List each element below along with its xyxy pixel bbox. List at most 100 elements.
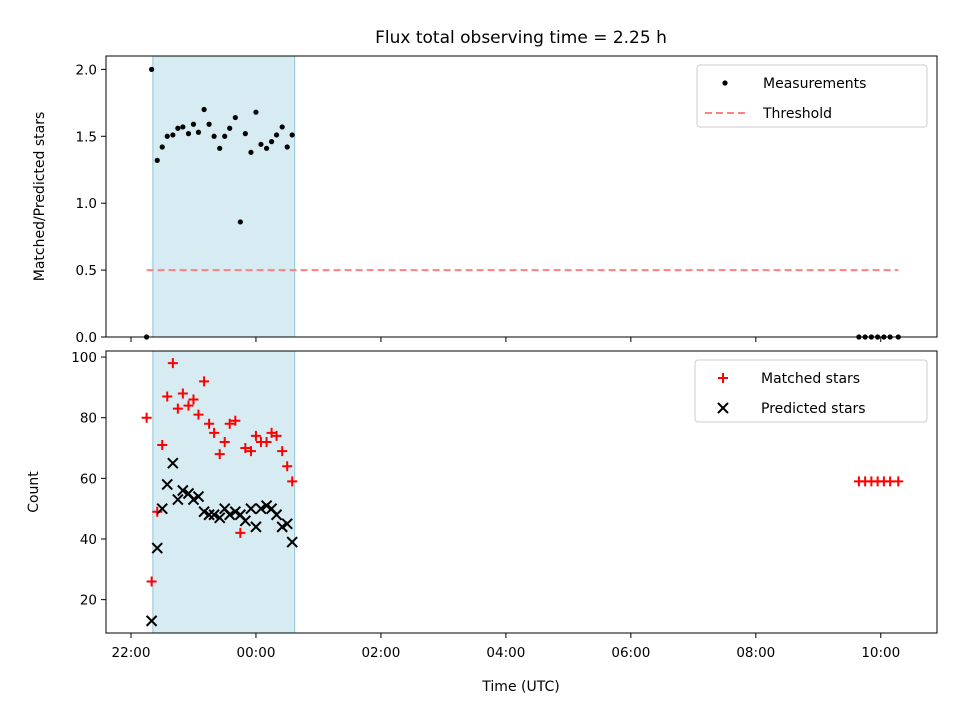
x-tick-label: 04:00 <box>486 645 525 661</box>
predicted-star-marker <box>286 536 298 548</box>
legend-handle <box>717 402 729 414</box>
predicted-star-marker <box>239 515 252 527</box>
measurement-point <box>164 133 170 139</box>
measurement-point <box>201 106 207 113</box>
measurement-point <box>217 145 223 151</box>
y-tick-label: 0.5 <box>76 263 97 279</box>
measurement-point <box>180 124 186 130</box>
predicted-star-marker <box>167 457 179 469</box>
matched-star-marker <box>172 403 183 414</box>
measurement-point <box>154 157 160 163</box>
matched-star-marker <box>199 376 210 387</box>
chart-title: Flux total observing time = 2.25 h <box>375 28 667 48</box>
y-tick-label: 80 <box>80 411 97 427</box>
top-panel-ratio: 0.0 0.5 1.0 1.5 2.0 Matched/Predicted stars Me… <box>32 55 938 346</box>
measurement-point <box>232 114 238 121</box>
matched-star-marker <box>204 418 215 429</box>
predicted-star-marker <box>145 615 158 627</box>
measurement-point <box>175 125 181 131</box>
measurement-point <box>268 139 275 145</box>
matched-star-marker <box>162 391 173 402</box>
measurement-point <box>149 66 155 72</box>
measurement-point <box>222 133 228 139</box>
x-tick-label: 06:00 <box>611 645 650 661</box>
matched-star-marker <box>193 409 204 420</box>
measurement-point <box>258 141 264 147</box>
predicted-star-marker <box>214 512 226 524</box>
measurement-point <box>170 132 176 138</box>
predicted-star-marker <box>177 484 189 497</box>
predicted-star-marker <box>281 518 293 530</box>
matched-star-marker <box>183 400 194 411</box>
predicted-star-marker <box>172 493 184 506</box>
legend-box <box>694 359 928 423</box>
predicted-star-marker <box>208 509 220 521</box>
matched-star-marker <box>188 394 199 405</box>
measurement-point <box>248 149 254 155</box>
legend-handle <box>722 80 728 86</box>
predicted-star-marker <box>161 478 173 491</box>
predicted-star-marker <box>245 502 257 515</box>
matched-star-marker <box>287 476 298 487</box>
matched-star-marker <box>157 440 168 450</box>
matched-star-marker <box>224 418 235 429</box>
predicted-star-marker <box>255 502 267 515</box>
y-axis-label: Count <box>26 471 42 513</box>
x-axis-label: Time (UTC) <box>481 679 559 695</box>
observing-span-shade <box>152 350 296 634</box>
measurement-point <box>263 145 270 151</box>
measurement-point <box>185 131 192 137</box>
measurement-point <box>237 219 243 225</box>
measurement-point <box>195 129 202 135</box>
predicted-star-marker <box>203 509 215 521</box>
matched-star-marker <box>245 446 256 457</box>
y-tick-label: 100 <box>71 350 97 366</box>
matched-star-marker <box>214 449 225 460</box>
predicted-star-marker <box>156 502 168 515</box>
matched-star-marker <box>240 443 251 454</box>
predicted-star-marker <box>151 542 163 554</box>
legend-label: Measurements <box>763 76 866 92</box>
matched-star-marker <box>230 415 241 426</box>
measurement-point <box>211 133 217 139</box>
y-tick-label: 40 <box>80 532 97 548</box>
measurement-point <box>273 132 280 138</box>
matched-star-marker <box>209 427 220 438</box>
legend-label: Predicted stars <box>761 401 866 417</box>
y-axis-label: Matched/Predicted stars <box>32 112 48 282</box>
legend-label: Threshold <box>762 106 832 122</box>
y-tick-label: 1.5 <box>76 129 97 145</box>
matched-star-marker <box>177 388 188 399</box>
x-tick-label: 08:00 <box>736 645 775 661</box>
x-tick-label: 02:00 <box>361 645 400 661</box>
y-tick-label: 60 <box>80 471 97 487</box>
bottom-panel-counts: 20 40 60 80 100 22:00 00:00 02:00 04:00 06:00 08:0… <box>26 350 938 661</box>
predicted-star-marker <box>250 521 262 533</box>
matched-star-marker <box>146 576 157 587</box>
predicted-star-marker <box>224 509 236 521</box>
matched-star-marker <box>167 358 178 369</box>
measurement-point <box>206 121 212 127</box>
observing-span-shade <box>152 55 296 338</box>
y-tick-label: 20 <box>80 593 97 609</box>
matched-star-marker <box>893 476 904 487</box>
x-tick-label: 10:00 <box>861 645 900 661</box>
measurement-point <box>284 144 290 150</box>
measurement-point <box>279 124 285 130</box>
measurement-point <box>289 132 295 138</box>
axes-frame <box>105 55 938 338</box>
y-tick-label: 0.0 <box>76 330 97 346</box>
y-tick-label: 2.0 <box>76 62 97 78</box>
matched-star-marker <box>250 430 261 441</box>
predicted-star-marker <box>192 490 205 503</box>
measurement-point <box>190 121 197 127</box>
legend-label: Matched stars <box>761 371 860 387</box>
matched-star-marker <box>271 430 282 441</box>
measurement-point <box>253 109 259 115</box>
x-tick-label: 00:00 <box>237 645 276 661</box>
matched-star-marker <box>235 527 246 538</box>
x-tick-label: 22:00 <box>112 645 151 661</box>
predicted-star-marker <box>270 509 283 521</box>
matched-star-marker <box>219 436 230 447</box>
